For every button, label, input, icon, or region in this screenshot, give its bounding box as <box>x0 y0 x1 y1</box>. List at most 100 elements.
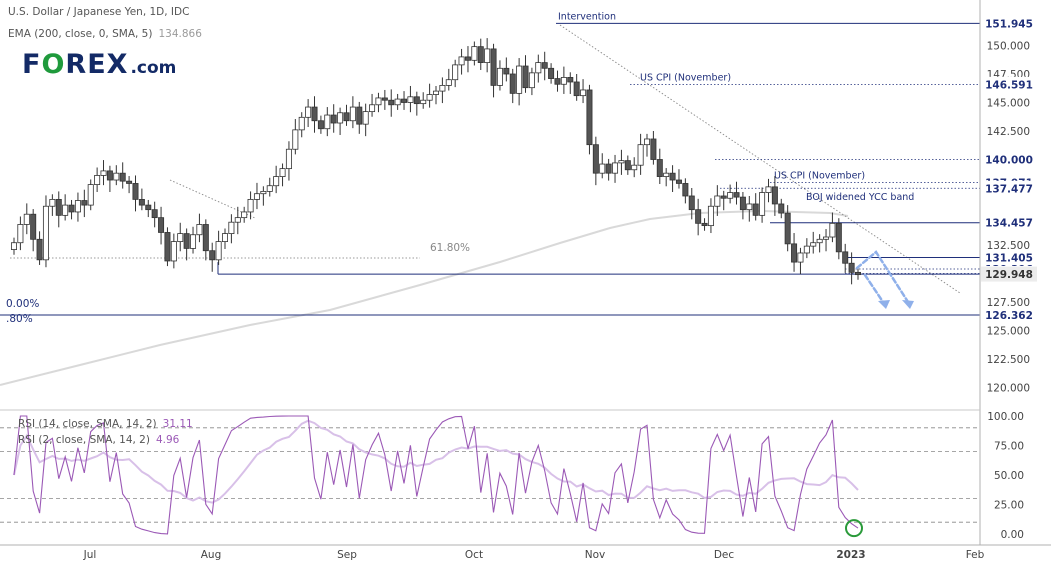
oversold-circle <box>845 519 863 538</box>
ema-curve <box>0 209 849 386</box>
candle-down <box>183 233 190 249</box>
candle-down <box>675 179 682 184</box>
candle-up <box>234 217 241 223</box>
candle-down <box>548 67 555 79</box>
candle-down <box>567 77 574 83</box>
candle-up <box>190 234 197 249</box>
candle-down <box>835 222 842 253</box>
candle-up <box>375 97 382 106</box>
level-label-bg-1 <box>981 76 1037 92</box>
candle-up <box>631 164 638 171</box>
ema-200-line <box>0 209 849 386</box>
level-annotation-3: US CPI (November) <box>774 171 865 182</box>
candle-up <box>599 163 606 174</box>
y-tick-label-7: 125.000 <box>987 326 1030 338</box>
candle-up <box>580 89 587 97</box>
level-label-1: 146.591 <box>985 79 1033 91</box>
candle-up <box>394 98 401 106</box>
candle-down <box>784 212 791 245</box>
level-label-10: 126.362 <box>985 310 1033 322</box>
candle-up <box>324 114 331 130</box>
candle-up <box>369 104 376 113</box>
candle-down <box>356 106 363 125</box>
x-tick-label-6: 2023 <box>836 549 865 561</box>
candle-up <box>707 205 714 227</box>
level-annotation-1: US CPI (November) <box>640 72 731 83</box>
candle-down <box>842 251 849 264</box>
candle-up <box>432 90 439 95</box>
candle-down <box>656 159 663 178</box>
candle-up <box>644 138 651 146</box>
candle-up <box>196 224 203 236</box>
candle-up <box>113 172 120 181</box>
candle-up <box>426 94 433 101</box>
level-label-bg-9 <box>981 266 1037 282</box>
candles[interactable] <box>10 38 862 285</box>
forecast-path-direct <box>863 273 887 307</box>
x-tick-label-0: Jul <box>83 549 97 561</box>
candle-down <box>490 48 497 86</box>
candle-down <box>688 195 695 211</box>
candle-up <box>362 111 369 125</box>
candle-up <box>823 236 830 240</box>
candle-down <box>330 114 337 124</box>
rsi-14-label: RSI (14, close, SMA, 14, 2) <box>18 418 157 430</box>
candle-up <box>663 172 670 177</box>
forecast-arrows <box>855 250 914 309</box>
candle-up <box>528 72 535 89</box>
candle-down <box>151 209 158 219</box>
rsi-2-sma-line <box>13 419 859 504</box>
trendlines <box>10 24 961 294</box>
ema-value: 134.866 <box>158 28 202 40</box>
candle-down <box>848 262 855 273</box>
x-tick-label-1: Aug <box>201 549 222 561</box>
y-tick-label-2: 145.000 <box>987 98 1030 110</box>
rsi-14-value: 31.11 <box>162 418 193 430</box>
candle-up <box>618 160 625 164</box>
candle-up <box>23 213 30 225</box>
candle-down <box>55 198 62 216</box>
candle-down <box>145 204 152 211</box>
y-tick-label-3: 142.500 <box>987 126 1030 138</box>
level-annotation-0: Intervention <box>558 11 616 22</box>
candle-down <box>209 250 216 261</box>
candle-down <box>164 232 171 262</box>
candle-up <box>100 170 107 176</box>
rsi-tick-label-3: 25.00 <box>994 500 1024 512</box>
candle-up <box>803 245 810 254</box>
annotation-fib-80: .80% <box>6 313 33 325</box>
candle-down <box>855 271 862 276</box>
candle-down <box>720 195 727 199</box>
price-levels: Intervention US CPI (November) US CPI (Nov… <box>0 11 980 325</box>
candle-down <box>650 138 657 160</box>
candle-up <box>714 195 721 207</box>
candle-down <box>624 160 631 171</box>
candle-up <box>17 224 24 244</box>
candle-down <box>343 112 350 122</box>
candle-up <box>337 112 344 124</box>
rsi-pane[interactable] <box>0 415 980 538</box>
forex-logo: FOREX .com <box>22 49 177 80</box>
candle-up <box>458 56 465 66</box>
price-labels: 151.945146.591140.000137.971137.477134.4… <box>981 15 1037 323</box>
candle-up <box>516 65 523 94</box>
candle-up <box>228 221 235 234</box>
rsi-tick-label-4: 0.00 <box>1001 529 1024 541</box>
candle-up <box>560 77 567 85</box>
candle-up <box>279 168 286 177</box>
y-tick-label-5: 132.500 <box>987 240 1030 252</box>
candle-down <box>68 204 75 213</box>
candle-down <box>311 106 318 122</box>
candle-up <box>49 198 56 207</box>
rsi-tick-label-0: 100.00 <box>987 411 1024 423</box>
level-label-bg-4 <box>981 180 1037 196</box>
level-label-bg-10 <box>981 307 1037 323</box>
candle-up <box>349 106 356 122</box>
level-label-0: 151.945 <box>985 18 1033 30</box>
candle-down <box>464 56 471 61</box>
candle-down <box>733 192 740 198</box>
axes: 150.000147.500145.000142.500137.500132.5… <box>0 0 1051 561</box>
candle-up <box>452 64 459 81</box>
rsi-2-label: RSI (2, close, SMA, 14, 2) <box>18 434 150 446</box>
